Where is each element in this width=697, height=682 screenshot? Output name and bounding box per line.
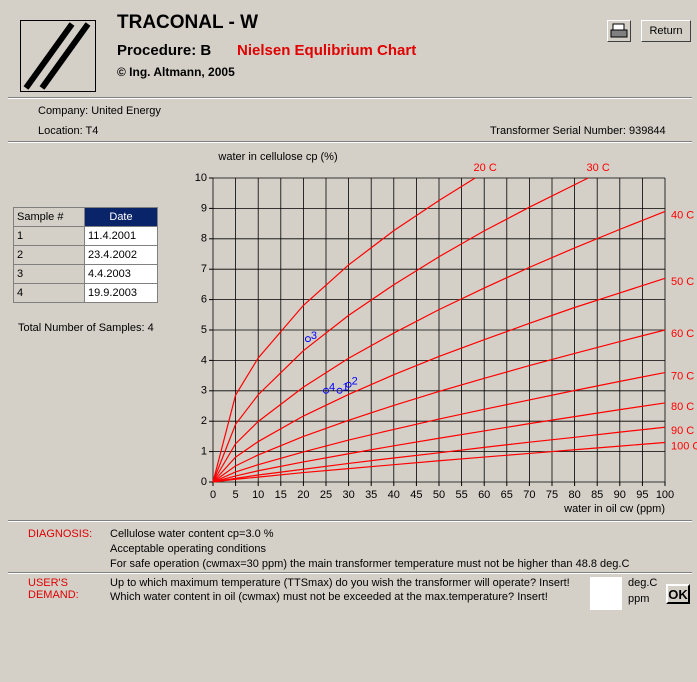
curve-label: 100 C xyxy=(671,440,697,452)
curve xyxy=(212,277,666,483)
x-tick-label: 100 xyxy=(656,489,674,501)
curve-label: 80 C xyxy=(671,401,694,413)
cell: 2 xyxy=(13,245,85,265)
x-tick-label: 80 xyxy=(568,489,580,501)
x-tick-label: 90 xyxy=(614,489,626,501)
curve xyxy=(212,177,589,483)
diagnosis-label: DIAGNOSIS: xyxy=(28,528,93,540)
separator xyxy=(8,97,692,99)
curve-label: 90 C xyxy=(671,425,694,437)
x-tick-label: 85 xyxy=(591,489,603,501)
y-tick-label: 6 xyxy=(201,294,207,306)
demand-label: USER'S DEMAND: xyxy=(28,577,79,601)
company: Company: United Energy xyxy=(38,105,161,117)
column-header: Date xyxy=(84,207,158,227)
separator xyxy=(8,572,692,574)
curve xyxy=(212,371,666,483)
app-title: TRACONAL - W xyxy=(117,12,259,33)
x-tick-label: 30 xyxy=(342,489,354,501)
x-tick-label: 95 xyxy=(636,489,648,501)
diagnosis-line: For safe operation (cwmax=30 ppm) the ma… xyxy=(110,558,630,570)
y-tick-label: 1 xyxy=(201,446,207,458)
x-tick-label: 60 xyxy=(478,489,490,501)
sample-table: Sample # Date 1 11.4.2001 2 23.4.2002 3 4.4.… xyxy=(13,207,158,303)
location: Location: T4 xyxy=(38,125,99,137)
curve-label: 50 C xyxy=(671,276,694,288)
cell: 19.9.2003 xyxy=(84,283,158,303)
x-axis-label: water in oil cw (ppm) xyxy=(563,503,665,515)
curve-label: 70 C xyxy=(671,370,694,382)
x-tick-label: 50 xyxy=(433,489,445,501)
y-axis-label: water in cellulose cp (%) xyxy=(217,151,337,163)
y-tick-label: 2 xyxy=(201,415,207,427)
total-samples: Total Number of Samples: 4 xyxy=(18,322,154,334)
curve-label: 30 C xyxy=(587,162,610,174)
separator xyxy=(8,141,692,143)
x-tick-label: 25 xyxy=(320,489,332,501)
sample-label: 1 xyxy=(343,382,349,394)
printer-icon xyxy=(610,23,628,38)
curve xyxy=(212,426,666,483)
y-tick-label: 8 xyxy=(201,233,207,245)
x-tick-label: 15 xyxy=(275,489,287,501)
diagnosis-line: Acceptable operating conditions xyxy=(110,543,266,555)
x-tick-label: 70 xyxy=(523,489,535,501)
separator xyxy=(8,520,692,522)
x-tick-label: 55 xyxy=(455,489,467,501)
cell: 23.4.2002 xyxy=(84,245,158,265)
y-tick-label: 4 xyxy=(201,354,207,366)
unit: ppm xyxy=(628,593,650,605)
demand-question: Which water content in oil (cwmax) must … xyxy=(110,591,548,603)
x-tick-label: 10 xyxy=(252,489,264,501)
curve-label: 20 C xyxy=(474,162,497,174)
unit: deg.C xyxy=(628,577,658,589)
chart: water in cellulose cp (%) water in oil c… xyxy=(195,151,697,515)
y-tick-label: 5 xyxy=(201,324,207,336)
sample-point xyxy=(304,336,311,343)
logo xyxy=(20,20,96,92)
sample-point xyxy=(336,387,343,394)
sample-point xyxy=(345,381,352,388)
x-tick-label: 75 xyxy=(546,489,558,501)
y-tick-label: 7 xyxy=(201,263,207,275)
copyright: © Ing. Altmann, 2005 xyxy=(117,65,235,79)
procedure: Procedure: B xyxy=(117,42,212,59)
curve-label: 60 C xyxy=(671,328,694,340)
column-header: Sample # xyxy=(13,207,85,227)
x-tick-label: 20 xyxy=(297,489,309,501)
y-tick-label: 10 xyxy=(195,172,207,184)
y-tick-label: 0 xyxy=(201,476,207,488)
sample-label: 4 xyxy=(329,382,335,394)
diagnosis-line: Cellulose water content cp=3.0 % xyxy=(110,528,274,540)
ok-button[interactable]: OK xyxy=(666,584,690,604)
sample-point xyxy=(323,387,329,394)
x-tick-label: 5 xyxy=(233,489,239,501)
x-tick-label: 65 xyxy=(501,489,513,501)
x-tick-label: 45 xyxy=(410,489,422,501)
sample-label: 2 xyxy=(352,376,358,388)
x-tick-label: 35 xyxy=(365,489,377,501)
sample-label: 3 xyxy=(311,330,317,342)
cell: 4 xyxy=(13,283,85,303)
curve xyxy=(212,329,666,483)
return-button[interactable]: Return xyxy=(641,20,691,42)
curve-label: 40 C xyxy=(671,209,694,221)
x-tick-label: 40 xyxy=(388,489,400,501)
curve xyxy=(212,210,666,483)
y-tick-label: 3 xyxy=(201,385,207,397)
x-tick-label: 0 xyxy=(210,489,216,501)
print-button[interactable] xyxy=(607,20,631,42)
cell: 11.4.2001 xyxy=(84,226,158,246)
y-tick-label: 9 xyxy=(201,202,207,214)
chart-name: Nielsen Equlibrium Chart xyxy=(237,42,417,59)
demand-question: Up to which maximum temperature (TTSmax)… xyxy=(110,577,570,589)
input-box[interactable] xyxy=(590,577,622,610)
cell: 4.4.2003 xyxy=(84,264,158,284)
serial-number: Transformer Serial Number: 939844 xyxy=(490,125,666,137)
curve xyxy=(212,402,666,483)
curve xyxy=(212,441,666,483)
curve xyxy=(212,177,476,483)
